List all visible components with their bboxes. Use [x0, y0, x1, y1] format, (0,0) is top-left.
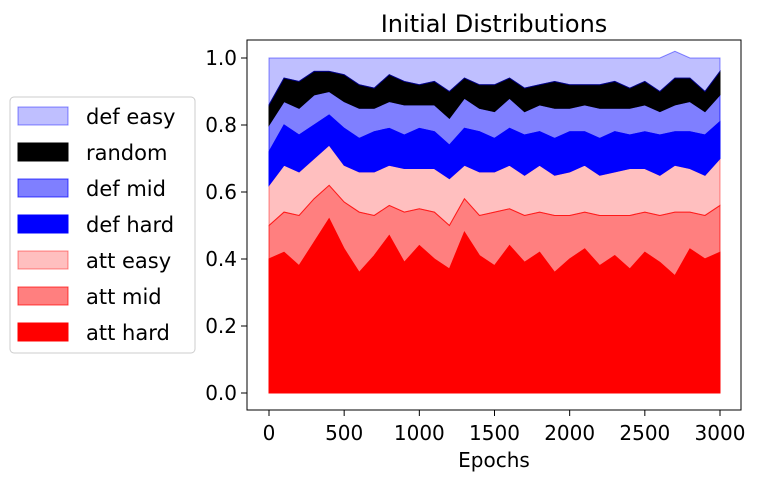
x-tick-label: 0: [263, 421, 276, 445]
legend-swatch-att-easy: [17, 250, 69, 270]
y-tick-label: 0.0: [205, 381, 237, 405]
legend-label-def-mid: def mid: [86, 177, 166, 201]
legend-swatch-def-easy: [17, 106, 69, 126]
x-tick-label: 1500: [469, 421, 520, 445]
x-tick-label: 2000: [544, 421, 595, 445]
area-series-def-easy: [268, 50, 721, 107]
x-axis-title: Epochs: [458, 448, 530, 472]
y-tick-label: 0.4: [205, 247, 237, 271]
y-axis: 0.0 0.2 0.4 0.6 0.8 1.0: [205, 46, 247, 405]
legend-label-att-mid: att mid: [86, 285, 162, 309]
x-axis: 0 500 1000 1500 2000 2500 3000: [263, 410, 746, 445]
x-tick-label: 2500: [619, 421, 670, 445]
legend-label-def-easy: def easy: [86, 105, 175, 129]
legend-swatch-def-hard: [17, 214, 69, 234]
legend-swatch-att-mid: [17, 286, 69, 306]
legend-label-def-hard: def hard: [86, 213, 174, 237]
y-tick-label: 0.2: [205, 314, 237, 338]
y-tick-label: 0.8: [205, 113, 237, 137]
plot-area: [268, 50, 721, 394]
area-series-random: [268, 69, 721, 127]
chart-title: Initial Distributions: [381, 10, 608, 38]
legend-swatch-random: [17, 142, 69, 162]
legend-label-random: random: [86, 141, 167, 165]
y-tick-label: 1.0: [205, 46, 237, 70]
x-tick-label: 3000: [695, 421, 746, 445]
legend-swatch-att-hard: [17, 322, 69, 342]
y-tick-label: 0.6: [205, 180, 237, 204]
x-tick-label: 500: [325, 421, 363, 445]
x-tick-label: 1000: [394, 421, 445, 445]
legend-label-att-easy: att easy: [86, 249, 171, 273]
legend-label-att-hard: att hard: [86, 321, 170, 345]
legend-swatch-def-mid: [17, 178, 69, 198]
area-series-att-mid: [268, 184, 721, 277]
legend: def easy random def mid def hard att easy att…: [9, 96, 196, 354]
